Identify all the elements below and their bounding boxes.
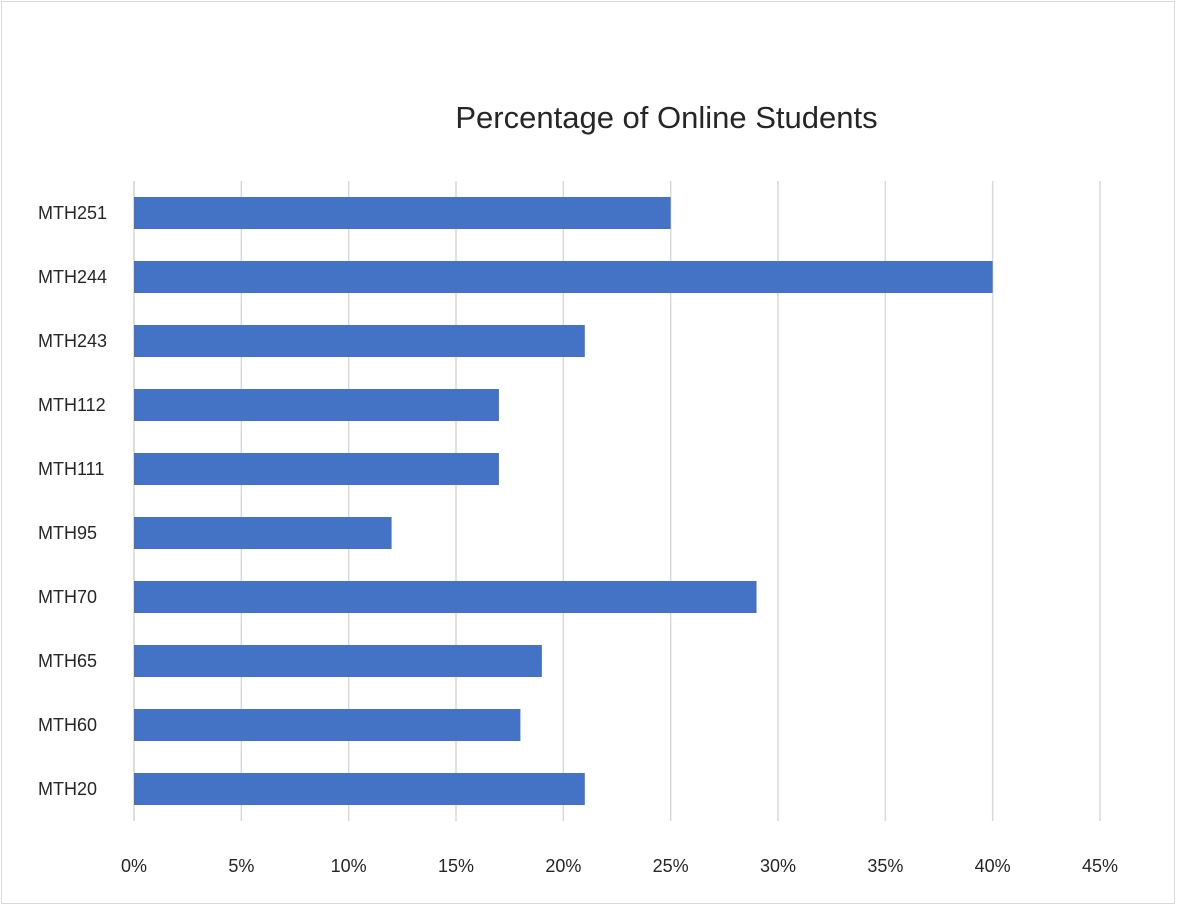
category-label: MTH244 [38, 267, 107, 287]
category-label: MTH20 [38, 779, 97, 799]
chart-title: Percentage of Online Students [455, 100, 878, 135]
category-labels: MTH251 MTH244 MTH243 MTH112 MTH111 MTH95 MTH70… [38, 203, 107, 799]
x-tick-label: 40% [975, 856, 1011, 876]
bar-mth95 [134, 517, 392, 549]
category-label: MTH70 [38, 587, 97, 607]
x-tick-label: 25% [653, 856, 689, 876]
bar-mth112 [134, 389, 499, 421]
x-tick-label: 20% [545, 856, 581, 876]
bar-mth111 [134, 453, 499, 485]
category-label: MTH65 [38, 651, 97, 671]
bar-mth65 [134, 645, 542, 677]
bar-mth70 [134, 581, 757, 613]
x-tick-label: 5% [228, 856, 254, 876]
category-label: MTH111 [38, 459, 104, 479]
x-tick-label: 0% [121, 856, 147, 876]
bar-mth243 [134, 325, 585, 357]
x-tick-label: 45% [1082, 856, 1118, 876]
x-tick-label: 30% [760, 856, 796, 876]
category-label: MTH112 [38, 395, 106, 415]
bars [134, 197, 993, 805]
x-tick-labels: 0% 5% 10% 15% 20% 25% 30% 35% 40% 45% [121, 856, 1118, 876]
x-tick-label: 15% [438, 856, 474, 876]
bar-mth251 [134, 197, 671, 229]
bar-mth244 [134, 261, 993, 293]
category-label: MTH243 [38, 331, 107, 351]
x-tick-label: 10% [331, 856, 367, 876]
x-tick-label: 35% [867, 856, 903, 876]
bar-mth60 [134, 709, 521, 741]
category-label: MTH95 [38, 523, 97, 543]
category-label: MTH251 [38, 203, 107, 223]
bar-mth20 [134, 773, 585, 805]
category-label: MTH60 [38, 715, 97, 735]
